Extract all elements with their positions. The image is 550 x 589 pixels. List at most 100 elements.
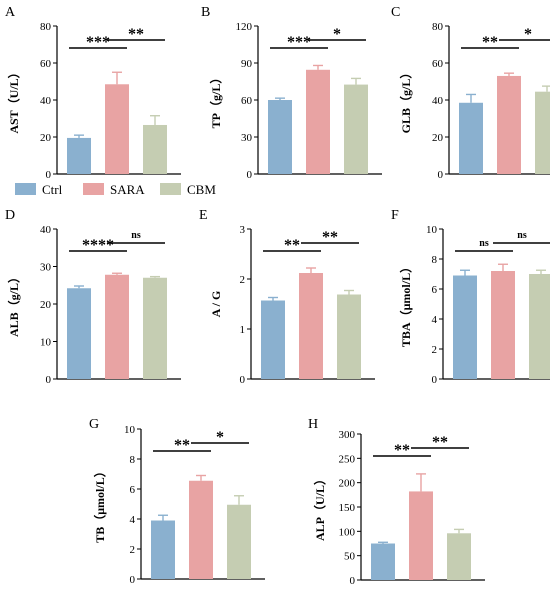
sig-label-a-0: ***: [86, 34, 110, 51]
y-tick-label-e-3: 3: [240, 224, 246, 236]
bar-g-sara: [189, 480, 213, 579]
sig-label-g-1: *: [216, 429, 224, 446]
bar-b-sara: [306, 69, 330, 174]
y-tick-label-h-3: 150: [339, 502, 356, 514]
y-tick-label-f-4: 8: [432, 254, 438, 266]
y-tick-label-e-2: 2: [240, 274, 246, 286]
y-tick-label-f-2: 4: [432, 314, 438, 326]
panel-letter-e: E: [199, 208, 208, 223]
bar-a-ctrl: [67, 137, 91, 174]
bar-e-ctrl: [261, 300, 285, 379]
y-axis-label-e: A / G: [209, 291, 223, 318]
y-axis-label-f: TBA（μmol/L）: [398, 261, 413, 347]
panel-h: H 0 50 100 150 200 250 300 ALP（U/L） ** **: [308, 417, 485, 587]
y-tick-label-b-1: 30: [241, 132, 253, 144]
y-tick-label-f-5: 10: [426, 224, 438, 236]
y-tick-label-b-0: 0: [247, 169, 253, 181]
bar-d-ctrl: [67, 288, 91, 379]
panel-letter-g: G: [89, 417, 99, 432]
legend-label-sara: SARA: [110, 182, 145, 197]
bar-d-sara: [105, 274, 129, 379]
y-tick-label-g-3: 6: [130, 484, 136, 496]
legend-swatch-cbm: [160, 183, 181, 195]
y-tick-label-a-1: 20: [40, 132, 52, 144]
bar-d-cbm: [143, 277, 167, 379]
panel-f: F 0 2 4 6 8 10 TBA（μmol/L） ns ns: [391, 208, 550, 386]
y-tick-label-d-0: 0: [46, 374, 52, 386]
bar-a-cbm: [143, 124, 167, 174]
y-tick-label-c-0: 0: [438, 169, 444, 181]
y-tick-label-d-3: 30: [40, 262, 52, 274]
bar-e-sara: [299, 273, 323, 379]
y-tick-label-g-1: 2: [130, 544, 136, 556]
y-tick-label-h-6: 300: [339, 429, 356, 441]
y-tick-label-g-2: 4: [130, 514, 136, 526]
y-tick-label-a-2: 40: [40, 95, 52, 107]
y-tick-label-c-4: 80: [432, 21, 444, 33]
y-tick-label-a-3: 60: [40, 58, 52, 70]
y-tick-label-g-4: 8: [130, 454, 136, 466]
y-tick-label-f-1: 2: [432, 344, 438, 356]
y-tick-label-a-4: 80: [40, 21, 52, 33]
sig-label-e-1: **: [322, 229, 338, 246]
y-tick-label-g-5: 10: [124, 424, 136, 436]
y-tick-label-c-1: 20: [432, 132, 444, 144]
y-tick-label-d-4: 40: [40, 224, 52, 236]
bar-c-sara: [497, 75, 521, 174]
y-axis-label-a: AST（U/L）: [6, 66, 21, 133]
panel-letter-b: B: [201, 5, 210, 20]
sig-label-b-0: ***: [287, 34, 311, 51]
y-tick-label-d-1: 10: [40, 337, 52, 349]
panel-letter-h: H: [308, 417, 318, 432]
bar-c-cbm: [535, 91, 550, 174]
bar-g-cbm: [227, 504, 251, 579]
bar-h-ctrl: [371, 543, 395, 580]
legend-swatch-sara: [83, 183, 104, 195]
panel-e: E 0 1 2 3 A / G ** **: [199, 208, 375, 386]
sig-label-f-1: ns: [517, 230, 527, 241]
bar-b-cbm: [344, 84, 368, 174]
sig-label-d-1: ns: [131, 230, 141, 241]
y-tick-label-e-1: 1: [240, 324, 246, 336]
bar-f-cbm: [529, 274, 550, 379]
panel-letter-a: A: [5, 5, 16, 20]
legend-swatch-ctrl: [15, 183, 36, 195]
sig-label-d-0: ****: [82, 237, 114, 254]
y-tick-label-h-0: 0: [350, 575, 356, 587]
legend-label-ctrl: Ctrl: [42, 182, 63, 197]
y-tick-label-h-4: 200: [339, 478, 356, 490]
y-axis-label-d: ALB（g/L）: [6, 271, 21, 337]
panel-d: D 0 10 20 30 40 ALB（g/L） **** ns: [5, 208, 181, 386]
panel-letter-d: D: [5, 208, 15, 223]
y-axis-label-h: ALP（U/L）: [312, 473, 327, 541]
bar-h-sara: [409, 491, 433, 580]
y-tick-label-b-4: 120: [236, 21, 253, 33]
sig-label-c-1: *: [524, 26, 532, 43]
panel-letter-c: C: [391, 5, 400, 20]
y-tick-label-f-3: 6: [432, 284, 438, 296]
sig-label-g-0: **: [174, 437, 190, 454]
bar-a-sara: [105, 84, 129, 174]
sig-label-f-0: ns: [479, 238, 489, 249]
sig-label-a-1: **: [128, 26, 144, 43]
sig-label-c-0: **: [482, 34, 498, 51]
y-tick-label-b-3: 90: [241, 58, 253, 70]
y-tick-label-e-0: 0: [240, 374, 246, 386]
legend-label-cbm: CBM: [187, 182, 216, 197]
bar-f-sara: [491, 271, 515, 379]
y-tick-label-a-0: 0: [46, 169, 52, 181]
y-tick-label-c-3: 60: [432, 58, 444, 70]
y-tick-label-f-0: 0: [432, 374, 438, 386]
bar-g-ctrl: [151, 520, 175, 579]
y-tick-label-h-1: 50: [344, 551, 356, 563]
sig-label-e-0: **: [284, 237, 300, 254]
legend: Ctrl SARA CBM: [15, 182, 216, 197]
y-tick-label-h-2: 100: [339, 526, 356, 538]
sig-label-h-0: **: [394, 442, 410, 459]
bar-c-ctrl: [459, 102, 483, 174]
sig-label-h-1: **: [432, 434, 448, 451]
